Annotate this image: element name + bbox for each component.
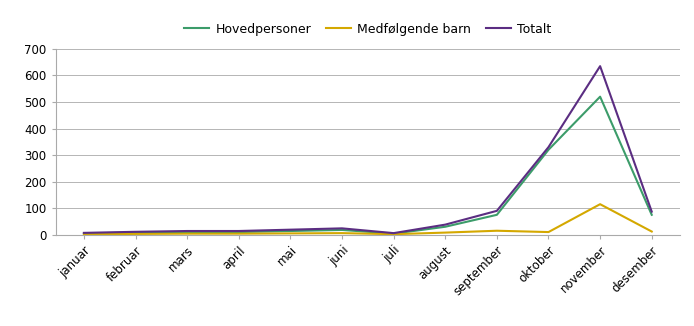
Totalt (441, 223, 450, 227)
Totalt (183, 229, 192, 233)
Line: Medfølgende barn: Medfølgende barn (84, 204, 652, 234)
Medfølgende barn (648, 230, 656, 233)
Totalt (596, 64, 604, 68)
Medfølgende barn (131, 232, 139, 236)
Hovedpersoner (338, 228, 346, 232)
Hovedpersoner (183, 230, 192, 234)
Medfølgende barn (596, 202, 604, 206)
Medfølgende barn (493, 229, 501, 233)
Hovedpersoner (389, 232, 398, 236)
Totalt (286, 228, 294, 232)
Line: Hovedpersoner: Hovedpersoner (84, 97, 652, 234)
Totalt (544, 145, 552, 149)
Totalt (338, 226, 346, 230)
Hovedpersoner (441, 225, 450, 229)
Totalt (131, 230, 139, 234)
Hovedpersoner (648, 213, 656, 217)
Line: Totalt: Totalt (84, 66, 652, 233)
Medfølgende barn (183, 232, 192, 236)
Totalt (493, 209, 501, 213)
Medfølgende barn (338, 231, 346, 235)
Hovedpersoner (80, 231, 88, 235)
Hovedpersoner (131, 230, 139, 234)
Hovedpersoner (286, 229, 294, 233)
Totalt (80, 231, 88, 235)
Medfølgende barn (235, 232, 243, 236)
Totalt (389, 231, 398, 235)
Hovedpersoner (596, 95, 604, 99)
Legend: Hovedpersoner, Medfølgende barn, Totalt: Hovedpersoner, Medfølgende barn, Totalt (179, 18, 557, 41)
Hovedpersoner (235, 230, 243, 234)
Totalt (235, 229, 243, 233)
Medfølgende barn (286, 231, 294, 235)
Medfølgende barn (441, 230, 450, 234)
Hovedpersoner (544, 148, 552, 152)
Medfølgende barn (544, 230, 552, 234)
Hovedpersoner (493, 213, 501, 217)
Totalt (648, 210, 656, 214)
Medfølgende barn (389, 232, 398, 236)
Medfølgende barn (80, 232, 88, 236)
